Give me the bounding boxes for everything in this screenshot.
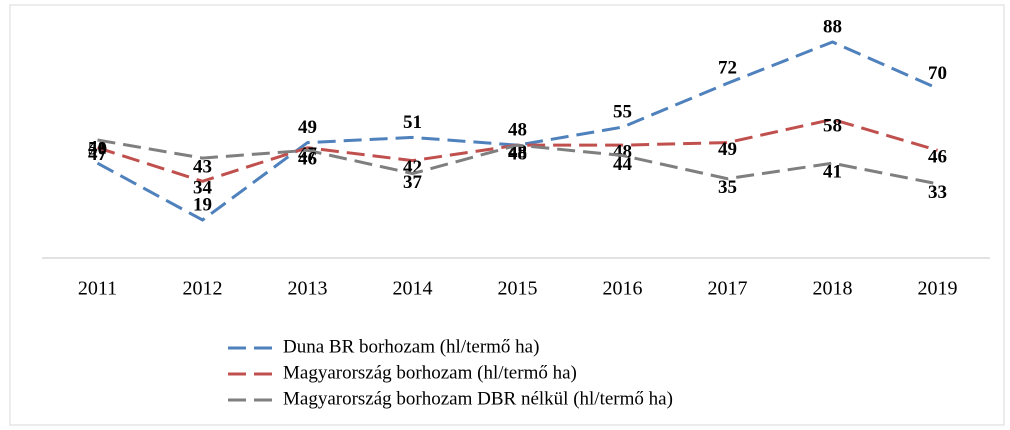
data-label: 49	[718, 139, 737, 160]
data-label: 47	[298, 144, 318, 165]
x-tick-label: 2011	[78, 278, 117, 300]
data-label: 19	[193, 194, 212, 215]
x-tick-label: 2018	[813, 278, 853, 300]
legend-label: Magyarország borhozam (hl/termő ha)	[283, 362, 577, 383]
data-label: 33	[928, 182, 947, 203]
x-tick-label: 2017	[708, 278, 748, 300]
data-label: 49	[298, 117, 317, 138]
chart-frame	[9, 4, 1005, 426]
series-line	[96, 40, 939, 222]
data-label: 44	[613, 154, 633, 175]
data-label: 88	[823, 16, 842, 37]
data-label: 43	[193, 156, 212, 177]
x-tick-label: 2019	[918, 278, 958, 300]
data-label: 72	[718, 58, 737, 79]
series-line	[97, 138, 938, 186]
data-label: 47	[88, 144, 108, 165]
data-label: 48	[508, 144, 527, 165]
data-label: 55	[613, 101, 632, 122]
data-label: 70	[928, 63, 947, 84]
data-label: 46	[298, 149, 317, 170]
data-label: 50	[88, 138, 107, 159]
x-tick-label: 2014	[393, 278, 433, 300]
data-label: 37	[403, 172, 423, 193]
data-label: 46	[928, 147, 947, 168]
legend-label: Magyarország borhozam DBR nélkül (hl/ter…	[283, 388, 673, 409]
legend-label: Duna BR borhozam (hl/termő ha)	[283, 336, 539, 357]
data-label: 48	[508, 120, 527, 141]
x-tick-label: 2015	[498, 278, 538, 300]
data-label: 35	[718, 177, 737, 198]
data-label: 58	[823, 116, 842, 137]
data-label: 51	[403, 112, 422, 133]
data-label: 48	[613, 142, 632, 163]
x-tick-label: 2012	[183, 278, 223, 300]
data-label: 34	[193, 178, 213, 199]
x-tick-label: 2016	[603, 278, 643, 300]
x-tick-label: 2013	[288, 278, 328, 300]
data-label: 41	[823, 162, 842, 183]
